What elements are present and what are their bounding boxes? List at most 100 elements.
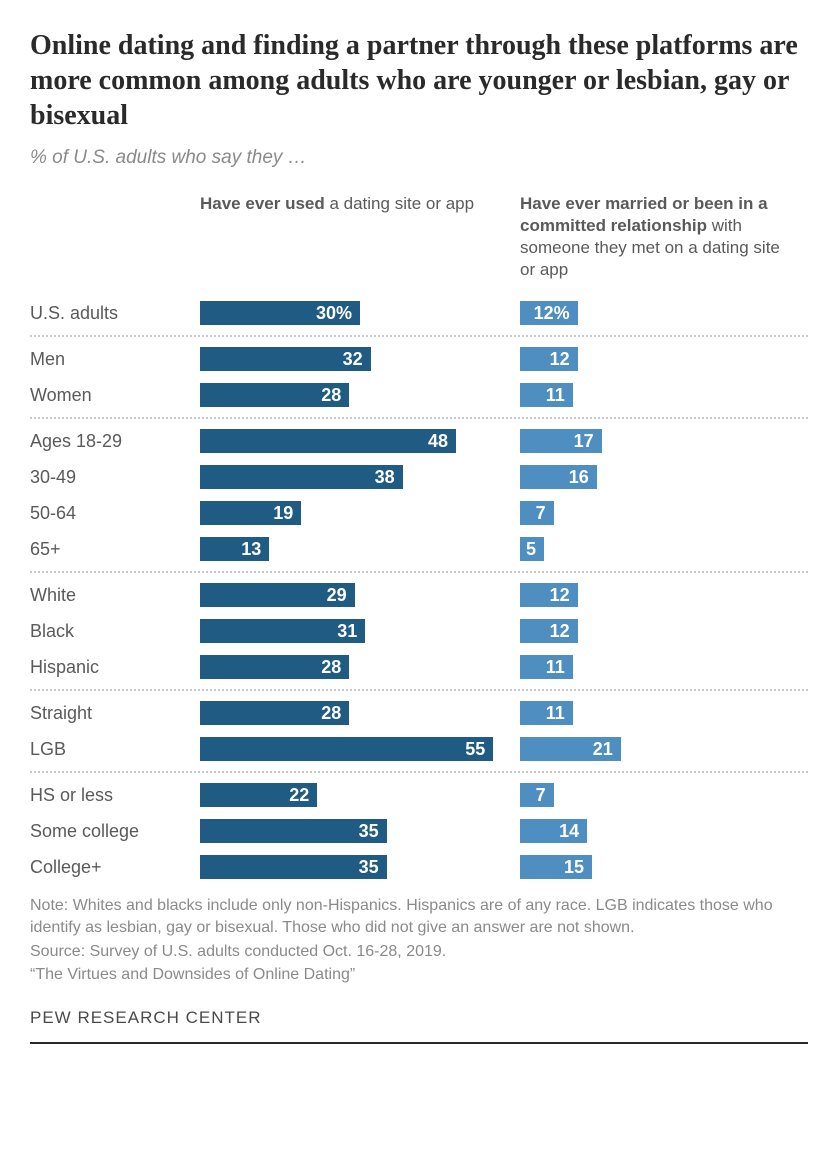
col2-bar: 16: [520, 465, 597, 489]
col2-bar: 17: [520, 429, 602, 453]
group-divider: [30, 771, 808, 773]
col2-bar: 7: [520, 783, 554, 807]
row-label: Women: [30, 385, 200, 406]
col2-cell: 7: [520, 781, 808, 809]
row-label: U.S. adults: [30, 303, 200, 324]
col2-bar: 12: [520, 347, 578, 371]
end-rule: [30, 1042, 808, 1044]
row-label: Black: [30, 621, 200, 642]
col2-cell: 11: [520, 381, 808, 409]
col2-cell: 12: [520, 581, 808, 609]
col1-cell: 35: [200, 853, 520, 881]
row-label: Hispanic: [30, 657, 200, 678]
data-row: White2912: [30, 577, 808, 613]
data-row: 65+13 5: [30, 531, 808, 567]
column-headers: Have ever used a dating site or app Have…: [30, 193, 808, 281]
chart-body: U.S. adults30%12%Men3212Women2811Ages 18…: [30, 295, 808, 885]
col1-bar: 19: [200, 501, 301, 525]
data-row: Black31 12: [30, 613, 808, 649]
col2-bar: 12: [520, 619, 578, 643]
col1-cell: 28: [200, 381, 520, 409]
col1-bar: 35: [200, 819, 387, 843]
col1-bar: 55: [200, 737, 493, 761]
col1-bar: 48: [200, 429, 456, 453]
col1-cell: 19: [200, 499, 520, 527]
col1-bar: 28: [200, 383, 349, 407]
publisher-logo: PEW RESEARCH CENTER: [30, 1008, 808, 1028]
data-row: HS or less22 7: [30, 777, 808, 813]
col1-cell: 28: [200, 699, 520, 727]
col1-bar: 29: [200, 583, 355, 607]
col2-bar: 12%: [520, 301, 578, 325]
col2-cell: 16: [520, 463, 808, 491]
data-row: LGB55 21: [30, 731, 808, 767]
row-label: LGB: [30, 739, 200, 760]
col2-cell: 12%: [520, 299, 808, 327]
col1-bar: 35: [200, 855, 387, 879]
col1-bar: 28: [200, 701, 349, 725]
row-label: 50-64: [30, 503, 200, 524]
col2-cell: 17: [520, 427, 808, 455]
col2-header: Have ever married or been in a committed…: [520, 193, 808, 281]
group-divider: [30, 335, 808, 337]
data-row: Men32 12: [30, 341, 808, 377]
chart-report: “The Virtues and Downsides of Online Dat…: [30, 964, 808, 986]
col1-bar: 28: [200, 655, 349, 679]
data-row: Hispanic28 11: [30, 649, 808, 685]
col1-cell: 28: [200, 653, 520, 681]
col1-bar: 38: [200, 465, 403, 489]
col1-cell: 29: [200, 581, 520, 609]
data-row: U.S. adults30% 12%: [30, 295, 808, 331]
col1-cell: 31: [200, 617, 520, 645]
data-row: Straight28 11: [30, 695, 808, 731]
chart-source: Source: Survey of U.S. adults conducted …: [30, 941, 808, 963]
col2-bar: 15: [520, 855, 592, 879]
col2-bar: 5: [520, 537, 544, 561]
col1-cell: 22: [200, 781, 520, 809]
row-label: 65+: [30, 539, 200, 560]
col2-cell: 12: [520, 617, 808, 645]
col1-cell: 35: [200, 817, 520, 845]
col1-cell: 13: [200, 535, 520, 563]
col2-cell: 14: [520, 817, 808, 845]
col2-bar: 12: [520, 583, 578, 607]
col1-cell: 30%: [200, 299, 520, 327]
row-label: Straight: [30, 703, 200, 724]
group-divider: [30, 571, 808, 573]
col2-bar: 11: [520, 655, 573, 679]
chart-subtitle: % of U.S. adults who say they …: [30, 147, 808, 169]
data-row: Some college35 14: [30, 813, 808, 849]
col2-cell: 11: [520, 699, 808, 727]
col1-bar: 13: [200, 537, 269, 561]
col2-cell: 5: [520, 535, 808, 563]
col2-bar: 14: [520, 819, 587, 843]
col2-cell: 15: [520, 853, 808, 881]
row-label: Men: [30, 349, 200, 370]
col2-cell: 21: [520, 735, 808, 763]
col1-bar: 32: [200, 347, 371, 371]
group-divider: [30, 417, 808, 419]
data-row: College+35 15: [30, 849, 808, 885]
row-label: College+: [30, 857, 200, 878]
col2-bar: 21: [520, 737, 621, 761]
col2-cell: 11: [520, 653, 808, 681]
col2-bar: 11: [520, 383, 573, 407]
col2-cell: 12: [520, 345, 808, 373]
chart-note: Note: Whites and blacks include only non…: [30, 895, 808, 938]
col1-cell: 32: [200, 345, 520, 373]
data-row: Women28 11: [30, 377, 808, 413]
col1-bar: 31: [200, 619, 365, 643]
col2-bar: 11: [520, 701, 573, 725]
col2-bar: 7: [520, 501, 554, 525]
row-label: Some college: [30, 821, 200, 842]
group-divider: [30, 689, 808, 691]
row-label: Ages 18-29: [30, 431, 200, 452]
data-row: 30-4938 16: [30, 459, 808, 495]
row-label: 30-49: [30, 467, 200, 488]
col2-cell: 7: [520, 499, 808, 527]
chart-title: Online dating and finding a partner thro…: [30, 28, 808, 133]
col1-bar: 30%: [200, 301, 360, 325]
col1-header: Have ever used a dating site or app: [200, 193, 520, 281]
col1-bar: 22: [200, 783, 317, 807]
row-label: HS or less: [30, 785, 200, 806]
